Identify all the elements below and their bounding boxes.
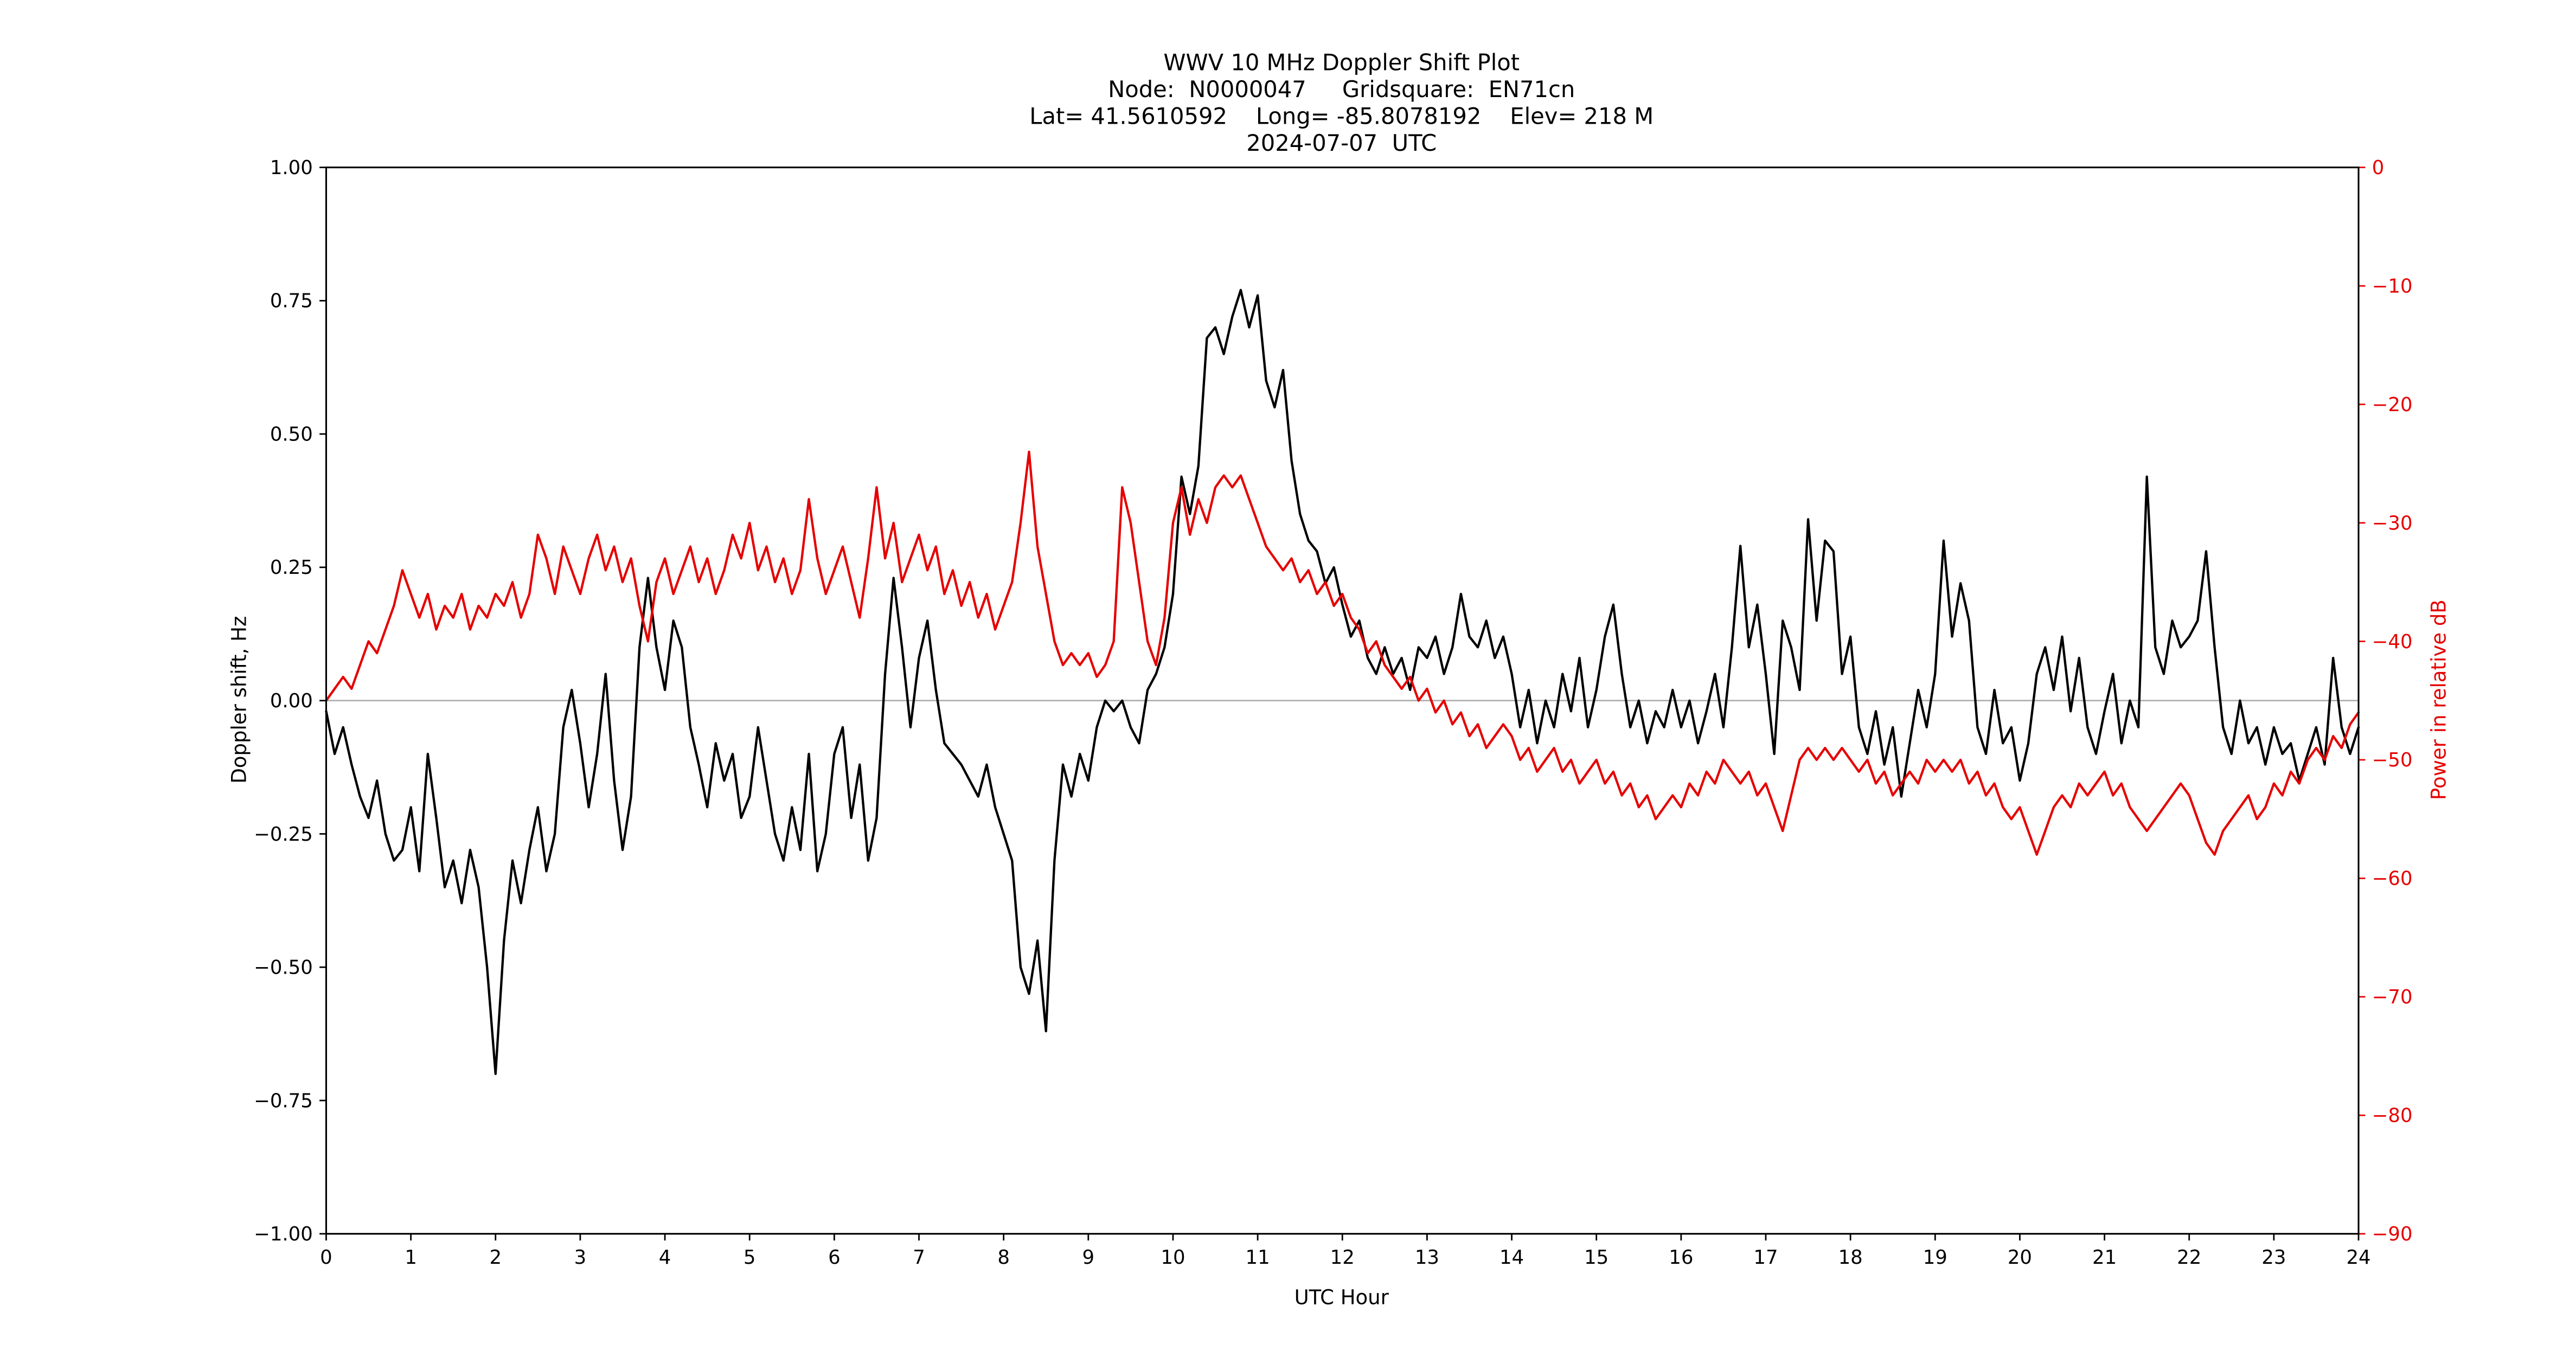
x-tick-label: 15 bbox=[1584, 1246, 1609, 1269]
chart-subtitle-lat-long-elev: Lat= 41.5610592 Long= -85.8078192 Elev= … bbox=[1029, 103, 1654, 129]
y-axis-label-right: Power in relative dB bbox=[2427, 599, 2450, 800]
x-tick-label: 0 bbox=[320, 1246, 332, 1269]
x-tick-label: 7 bbox=[913, 1246, 925, 1269]
x-tick-label: 6 bbox=[828, 1246, 841, 1269]
x-tick-label: 2 bbox=[489, 1246, 502, 1269]
x-tick-label: 17 bbox=[1753, 1246, 1778, 1269]
x-tick-label: 22 bbox=[2177, 1246, 2201, 1269]
y-axis-label-left: Doppler shift, Hz bbox=[227, 616, 251, 784]
y-left-tick-label: 1.00 bbox=[270, 157, 313, 179]
y-right-tick-label: −60 bbox=[2372, 868, 2413, 890]
x-tick-label: 14 bbox=[1500, 1246, 1524, 1269]
doppler-series-line bbox=[325, 289, 2360, 1075]
y-right-tick-label: −70 bbox=[2372, 986, 2413, 1008]
x-tick-label: 5 bbox=[744, 1246, 756, 1269]
x-tick-label: 4 bbox=[659, 1246, 671, 1269]
x-tick-label: 21 bbox=[2092, 1246, 2117, 1269]
x-tick-label: 1 bbox=[405, 1246, 417, 1269]
y-right-tick-label: −80 bbox=[2372, 1105, 2413, 1127]
x-tick-label: 3 bbox=[574, 1246, 587, 1269]
y-left-tick-label: 0.50 bbox=[270, 423, 313, 445]
y-right-tick-label: −90 bbox=[2372, 1223, 2413, 1245]
power-series-line bbox=[325, 450, 2360, 856]
x-tick-label: 18 bbox=[1838, 1246, 1863, 1269]
x-tick-label: 12 bbox=[1330, 1246, 1355, 1269]
y-right-tick-label: 0 bbox=[2372, 157, 2385, 179]
y-left-tick-label: 0.75 bbox=[270, 290, 313, 312]
x-tick-label: 8 bbox=[997, 1246, 1010, 1269]
x-tick-label: 24 bbox=[2346, 1246, 2370, 1269]
plot-border bbox=[325, 167, 2360, 1235]
y-left-tick-label: 0.25 bbox=[270, 557, 313, 579]
series-layer bbox=[325, 289, 2360, 1075]
x-tick-label: 20 bbox=[2008, 1246, 2032, 1269]
chart-title: WWV 10 MHz Doppler Shift Plot bbox=[1163, 49, 1520, 76]
y-right-tick-label: −50 bbox=[2372, 749, 2413, 771]
x-tick-label: 19 bbox=[1923, 1246, 1947, 1269]
y-right-tick-label: −20 bbox=[2372, 394, 2413, 416]
x-tick-label: 9 bbox=[1082, 1246, 1095, 1269]
y-left-tick-label: −0.25 bbox=[254, 823, 313, 846]
x-tick-label: 23 bbox=[2261, 1246, 2286, 1269]
y-right-tick-label: −30 bbox=[2372, 512, 2413, 534]
ticks-layer: 0 1 2 3 4 5 6 7 8 9 10 11 12 13 14 15 16 17 18 19 20 21 22 23 24… bbox=[254, 157, 2412, 1269]
y-left-tick-label: −0.50 bbox=[254, 957, 313, 979]
y-left-tick-label: 0.00 bbox=[270, 690, 313, 712]
x-tick-label: 11 bbox=[1246, 1246, 1270, 1269]
y-right-tick-label: −10 bbox=[2372, 275, 2413, 297]
y-left-tick-label: −0.75 bbox=[254, 1090, 313, 1112]
x-tick-label: 16 bbox=[1669, 1246, 1693, 1269]
y-left-tick-label: −1.00 bbox=[254, 1223, 313, 1245]
chart-subtitle-date: 2024-07-07 UTC bbox=[1246, 130, 1437, 156]
x-tick-label: 10 bbox=[1161, 1246, 1185, 1269]
y-right-tick-label: −40 bbox=[2372, 631, 2413, 653]
chart-subtitle-node-gridsquare: Node: N0000047 Gridsquare: EN71cn bbox=[1108, 76, 1575, 103]
x-axis-label: UTC Hour bbox=[1295, 1285, 1389, 1309]
x-tick-label: 13 bbox=[1415, 1246, 1439, 1269]
